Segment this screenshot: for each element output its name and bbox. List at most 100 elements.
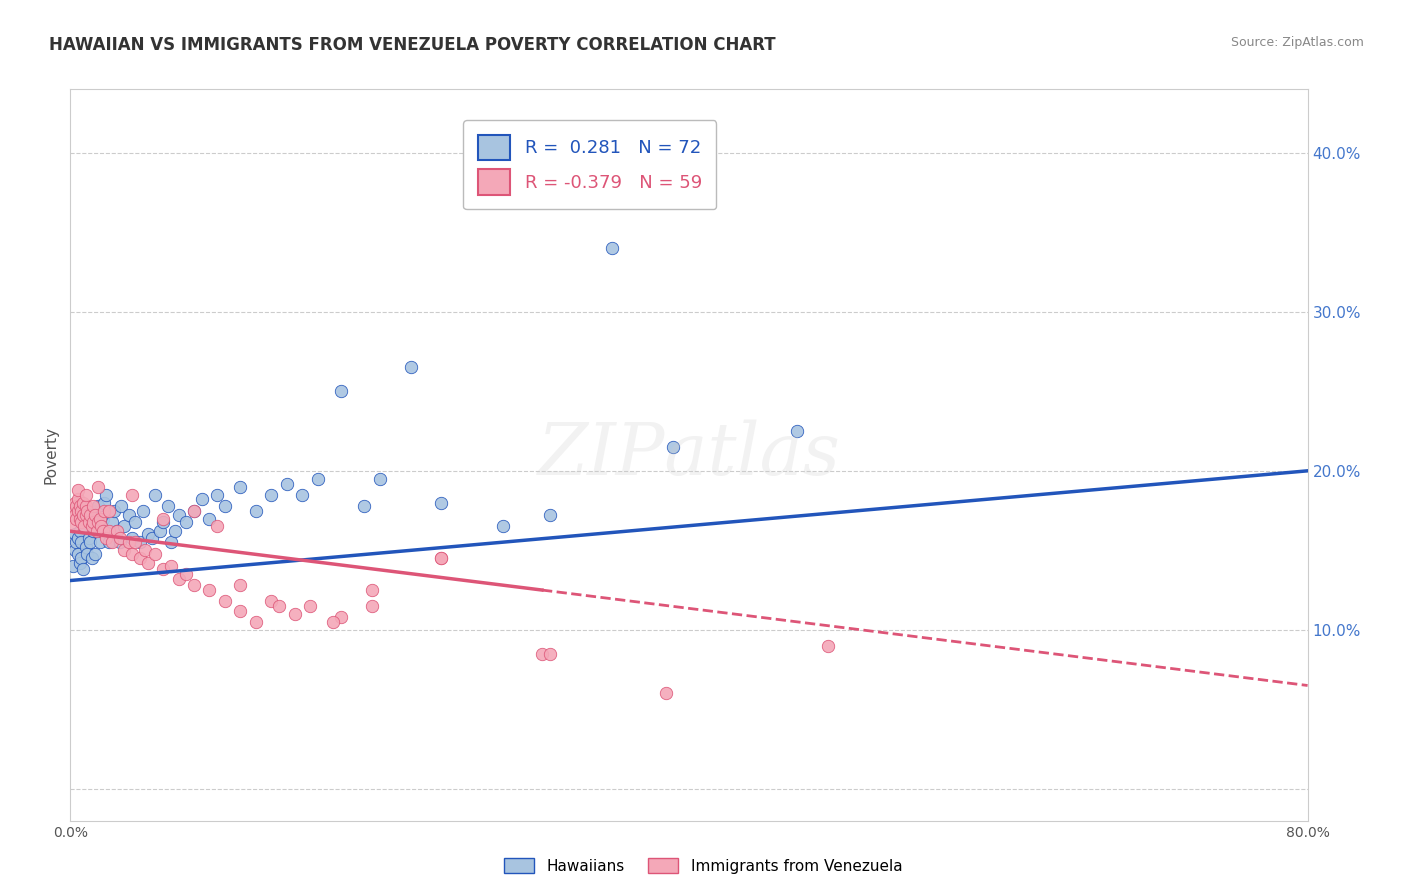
Point: [284, 607, 307, 621]
Point: [141, 531, 163, 545]
Point: [245, 615, 267, 629]
Point: [399, 360, 422, 375]
Point: [260, 594, 283, 608]
Point: [214, 594, 236, 608]
Point: [121, 531, 143, 545]
Point: [90, 519, 112, 533]
Point: [63, 495, 86, 509]
Point: [91, 524, 114, 539]
Point: [67, 503, 90, 517]
Point: [73, 519, 96, 533]
Point: [77, 515, 100, 529]
Point: [94, 531, 117, 545]
Point: [114, 519, 135, 533]
Point: [62, 503, 84, 517]
Point: [118, 535, 141, 549]
Point: [67, 483, 90, 497]
Point: [77, 531, 100, 545]
Point: [87, 499, 110, 513]
Point: [183, 503, 205, 517]
Point: [93, 503, 115, 517]
Point: [307, 472, 329, 486]
Point: [165, 524, 187, 539]
Point: [214, 499, 236, 513]
Legend: R =  0.281   N = 72, R = -0.379   N = 59: R = 0.281 N = 72, R = -0.379 N = 59: [464, 120, 717, 210]
Point: [662, 440, 685, 454]
Point: [174, 567, 197, 582]
Point: [79, 508, 101, 523]
Point: [353, 499, 375, 513]
Text: HAWAIIAN VS IMMIGRANTS FROM VENEZUELA POVERTY CORRELATION CHART: HAWAIIAN VS IMMIGRANTS FROM VENEZUELA PO…: [49, 36, 776, 54]
Point: [198, 583, 221, 598]
Point: [129, 551, 152, 566]
Point: [330, 384, 353, 399]
Point: [121, 547, 143, 561]
Point: [276, 476, 298, 491]
Point: [269, 599, 291, 613]
Point: [69, 556, 91, 570]
Point: [167, 572, 190, 586]
Point: [430, 551, 453, 566]
Point: [89, 511, 111, 525]
Point: [82, 524, 105, 539]
Point: [72, 508, 94, 523]
Point: [110, 499, 132, 513]
Point: [430, 495, 453, 509]
Point: [84, 547, 107, 561]
Point: [98, 524, 120, 539]
Point: [101, 535, 124, 549]
Point: [67, 492, 90, 507]
Point: [245, 503, 267, 517]
Point: [156, 499, 179, 513]
Point: [89, 535, 111, 549]
Point: [87, 480, 110, 494]
Point: [86, 519, 108, 533]
Point: [80, 519, 103, 533]
Point: [70, 535, 93, 549]
Point: [786, 424, 808, 438]
Point: [75, 540, 97, 554]
Point: [299, 599, 322, 613]
Point: [82, 503, 105, 517]
Point: [72, 562, 94, 576]
Point: [152, 515, 174, 529]
Point: [322, 615, 344, 629]
Point: [69, 499, 91, 513]
Point: [118, 508, 141, 523]
Point: [63, 543, 86, 558]
Point: [229, 578, 252, 592]
Point: [229, 480, 252, 494]
Point: [174, 515, 197, 529]
Point: [207, 488, 229, 502]
Point: [108, 531, 131, 545]
Point: [94, 488, 117, 502]
Point: [145, 488, 166, 502]
Point: [90, 524, 112, 539]
Point: [105, 524, 128, 539]
Point: [492, 519, 515, 533]
Point: [207, 519, 229, 533]
Point: [198, 511, 221, 525]
Point: [136, 527, 159, 541]
Point: [77, 515, 100, 529]
Point: [75, 508, 97, 523]
Point: [191, 492, 214, 507]
Point: [79, 535, 101, 549]
Point: [63, 527, 86, 541]
Point: [69, 511, 91, 525]
Point: [103, 503, 125, 517]
Point: [72, 495, 94, 509]
Point: [67, 531, 90, 545]
Point: [167, 508, 190, 523]
Legend: Hawaiians, Immigrants from Venezuela: Hawaiians, Immigrants from Venezuela: [498, 852, 908, 880]
Point: [291, 488, 314, 502]
Point: [73, 519, 96, 533]
Point: [70, 515, 93, 529]
Point: [183, 578, 205, 592]
Point: [149, 524, 172, 539]
Point: [62, 519, 84, 533]
Point: [124, 515, 146, 529]
Point: [145, 547, 166, 561]
Point: [80, 551, 103, 566]
Point: [70, 503, 93, 517]
